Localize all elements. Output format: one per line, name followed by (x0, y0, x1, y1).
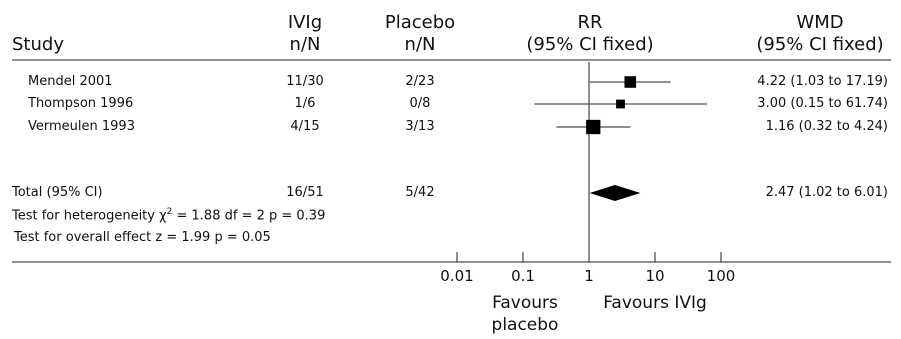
study-name: Mendel 2001 (28, 74, 113, 89)
axis-tick-label: 1 (584, 267, 594, 285)
favours-ivig: Favours IVIg (603, 293, 707, 313)
overall-effect-test: Test for overall effect z = 1.99 p = 0.0… (14, 230, 271, 245)
study-estimate: 4.22 (1.03 to 17.19) (757, 74, 888, 89)
axis-tick-label: 10 (645, 267, 664, 285)
total-placebo: 5/42 (405, 185, 435, 200)
study-placebo: 3/13 (405, 119, 435, 134)
axis-tick-label: 0.01 (440, 267, 473, 285)
header-rr: RR (577, 12, 603, 33)
study-name: Thompson 1996 (28, 96, 134, 111)
study-ivig: 11/30 (286, 74, 324, 89)
effect-square (586, 119, 601, 135)
total-estimate: 2.47 (1.02 to 6.01) (765, 185, 888, 200)
header-study: Study (12, 34, 64, 55)
study-ivig: 4/15 (290, 119, 320, 134)
axis-tick-label: 100 (707, 267, 736, 285)
header-placebo: Placebo (384, 12, 456, 33)
study-ivig: 1/6 (294, 96, 316, 111)
study-placebo: 0/8 (409, 96, 431, 111)
heterogeneity-test: Test for heterogeneity χ2 = 1.88 df = 2 … (12, 207, 326, 224)
total-ivig: 16/51 (286, 185, 324, 200)
study-name: Vermeulen 1993 (28, 119, 135, 134)
header-rr-ci: (95% CI fixed) (526, 34, 654, 55)
header-wmd-ci: (95% CI fixed) (756, 34, 884, 55)
header-ivig-nn: n/N (289, 34, 321, 55)
effect-square (616, 99, 625, 109)
study-placebo: 2/23 (405, 74, 435, 89)
favours-placebo: Favours placebo (491, 293, 559, 335)
effect-square (624, 76, 637, 88)
header-wmd: WMD (796, 12, 844, 33)
axis-tick-label: 0.1 (511, 267, 535, 285)
study-estimate: 1.16 (0.32 to 4.24) (765, 119, 888, 134)
study-estimate: 3.00 (0.15 to 61.74) (757, 96, 888, 111)
header-placebo-nn: n/N (404, 34, 436, 55)
total-label: Total (95% CI) (12, 185, 103, 200)
pooled-diamond (589, 185, 641, 201)
header-ivig: IVIg (287, 12, 323, 33)
